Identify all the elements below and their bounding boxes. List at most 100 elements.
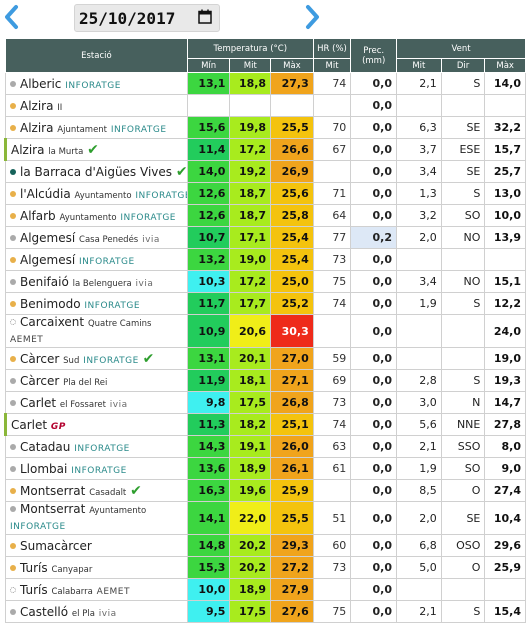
station-status-dot-icon [10, 465, 16, 472]
cell-tmin: 15,6 [186, 116, 231, 139]
station-status-dot-icon [10, 278, 16, 285]
station-row[interactable]: Llombai INFORATGE 13,6 18,9 26,1 61 0,0 1,9 SO 9… [5, 457, 526, 480]
station-location: Quatre Camins [87, 319, 152, 329]
station-row[interactable]: Alzira II 0,0 [5, 94, 526, 117]
cell-prec: 0,0 [350, 138, 398, 161]
calendar-icon[interactable] [198, 9, 212, 24]
cell-prec: 0,0 [350, 160, 398, 183]
station-row[interactable]: Carcaixent Quatre Camins AEMET 10,9 20,6 30… [5, 314, 526, 348]
station-name-cell[interactable]: Alzira Ajuntament INFORATGE [5, 116, 188, 139]
station-row[interactable]: Càrcer Pla del Rei 11,9 18,1 27,1 69 0,0 2,8 S 1… [5, 369, 526, 392]
station-row[interactable]: Alfarb Ayuntamento INFORATGE 12,6 18,7 25,8… [5, 204, 526, 227]
station-name-cell[interactable]: Benimodo INFORATGE [5, 292, 188, 315]
network-logo: ivia [142, 234, 160, 245]
station-name-cell[interactable]: l'Alcúdia Ayuntamento INFORATGE [5, 182, 188, 205]
station-name-cell[interactable]: Alberic INFORATGE [5, 72, 188, 95]
station-name-cell[interactable]: Alzira II [5, 94, 188, 117]
cell-wavg: 2,1 [396, 435, 442, 458]
station-name-cell[interactable]: Castelló el Pla ivia [5, 600, 188, 623]
station-row[interactable]: Carlet el Fossaret ivia 9,8 17,5 26,8 73 0,0 3… [5, 391, 526, 414]
cell-prec: 0,0 [350, 314, 398, 348]
cell-tavg: 18,7 [229, 204, 272, 227]
station-row[interactable]: Carlet GP 11,3 18,2 25,1 74 0,0 5,6 NNE 27,8 [4, 413, 526, 436]
station-row[interactable]: Montserrat Ayuntamento INFORATGE 14,1 22,0… [5, 501, 526, 535]
cell-tavg: 18,8 [229, 72, 272, 95]
station-row[interactable]: Benifaió la Belenguera ivia 10,3 17,2 25,0 7… [5, 270, 526, 293]
cell-wmax: 27,4 [484, 479, 526, 502]
station-row[interactable]: Alzira la Murta ✔ 11,4 17,2 26,6 67 0,0 3,7 ESE… [4, 138, 526, 161]
station-name-cell[interactable]: Turís Canyapar [5, 556, 188, 579]
station-status-dot-icon [10, 608, 16, 615]
station-row[interactable]: la Barraca d'Aigües Vives ✔ 14,0 19,2 26,9 0… [5, 160, 526, 183]
cell-wavg [396, 94, 442, 117]
cell-tavg: 19,6 [229, 479, 272, 502]
station-name: l'Alcúdia [20, 186, 71, 201]
date-input[interactable]: 25/10/2017 [74, 4, 220, 32]
station-row[interactable]: Montserrat Casadalt ✔ 16,3 19,6 25,9 0,0 8,5 O… [5, 479, 526, 502]
station-row[interactable]: l'Alcúdia Ayuntamento INFORATGE 12,6 18,7 2… [5, 182, 526, 205]
station-name-cell[interactable]: Carlet el Fossaret ivia [5, 391, 188, 414]
station-row[interactable]: Catadau INFORATGE 14,3 19,1 26,0 63 0,0 2,1 SSO… [5, 435, 526, 458]
cell-tmax: 27,0 [270, 347, 314, 370]
station-location: Calabarra [51, 586, 93, 597]
cell-wdir: ESE [440, 138, 486, 161]
previous-day-chevron-icon[interactable] [2, 4, 22, 30]
station-name-cell[interactable]: Alzira la Murta ✔ [4, 138, 188, 161]
station-status-dot-icon [10, 300, 16, 307]
station-row[interactable]: Castelló el Pla ivia 9,5 17,5 27,6 75 0,0 2,1 S… [5, 600, 526, 623]
station-row[interactable]: Alzira Ajuntament INFORATGE 15,6 19,8 25,5 7… [5, 116, 526, 139]
station-row[interactable]: Algemesí Casa Penedés ivia 10,7 17,1 25,4 77… [5, 226, 526, 249]
station-name: Alzira [20, 98, 54, 113]
cell-hr [312, 479, 352, 502]
cell-hr [312, 578, 352, 601]
station-row[interactable]: Sumacàrcer 14,8 20,2 29,3 60 0,0 6,8 OSO 29,6 [5, 534, 526, 557]
cell-wdir [440, 347, 486, 370]
station-row[interactable]: Càrcer Sud INFORATGE ✔ 13,1 20,1 27,0 59 0,0 1… [5, 347, 526, 370]
station-name: Turís [20, 582, 48, 597]
cell-wavg: 5,0 [396, 556, 442, 579]
network-logo: INFORATGE [83, 355, 139, 366]
cell-tmin: 14,8 [186, 534, 231, 557]
station-name-cell[interactable]: Sumacàrcer [5, 534, 188, 557]
next-day-chevron-icon[interactable] [302, 4, 322, 30]
station-name-cell[interactable]: Catadau INFORATGE [5, 435, 188, 458]
station-name-cell[interactable]: Algemesí Casa Penedés ivia [5, 226, 188, 249]
station-status-dot-icon [10, 319, 16, 325]
station-name-cell[interactable]: Turís Calabarra AEMET [5, 578, 188, 601]
station-name: Benifaió [20, 274, 69, 289]
station-row[interactable]: Algemesí INFORATGE 13,2 19,0 25,4 73 0,0 [5, 248, 526, 271]
date-value: 25/10/2017 [79, 9, 176, 28]
station-row[interactable]: Benimodo INFORATGE 11,7 17,7 25,2 74 0,0 1,9 S 1… [5, 292, 526, 315]
station-name-cell[interactable]: Carlet GP [4, 413, 188, 436]
station-name-cell[interactable]: Carcaixent Quatre Camins AEMET [5, 314, 188, 348]
cell-hr: 74 [312, 72, 352, 95]
weather-stations-table: Estació Temperatura (°C) HR (%) Prec. (m… [4, 38, 526, 623]
cell-tmax: 25,4 [270, 248, 314, 271]
station-row[interactable]: Turís Calabarra AEMET 10,0 18,9 27,9 0,0 [5, 578, 526, 601]
station-name-cell[interactable]: Càrcer Sud INFORATGE ✔ [5, 347, 188, 370]
station-row[interactable]: Alberic INFORATGE 13,1 18,8 27,3 74 0,0 2,1 S 14… [5, 72, 526, 95]
station-name-cell[interactable]: Llombai INFORATGE [5, 457, 188, 480]
station-name-cell[interactable]: Montserrat Casadalt ✔ [5, 479, 188, 502]
cell-tmin: 11,3 [186, 413, 231, 436]
station-status-dot-icon [10, 102, 16, 109]
station-name-cell[interactable]: Càrcer Pla del Rei [5, 369, 188, 392]
station-location: Sud [63, 355, 80, 366]
station-name-cell[interactable]: la Barraca d'Aigües Vives ✔ [5, 160, 188, 183]
cell-wavg: 2,8 [396, 369, 442, 392]
station-name-cell[interactable]: Alfarb Ayuntamento INFORATGE [5, 204, 188, 227]
station-name-cell[interactable]: Benifaió la Belenguera ivia [5, 270, 188, 293]
cell-tmin: 14,0 [186, 160, 231, 183]
station-status-dot-icon [10, 564, 16, 571]
cell-tmin: 9,5 [186, 600, 231, 623]
station-name-cell[interactable]: Montserrat Ayuntamento INFORATGE [5, 501, 188, 535]
station-location: Pla del Rei [63, 377, 108, 388]
station-name-cell[interactable]: Algemesí INFORATGE [5, 248, 188, 271]
station-row[interactable]: Turís Canyapar 15,3 20,2 27,2 73 0,0 5,0 O 25,9 [5, 556, 526, 579]
cell-tmax: 25,8 [270, 204, 314, 227]
station-name: Càrcer [20, 351, 60, 366]
cell-wavg: 6,3 [396, 116, 442, 139]
header-temp-avg: Mit [229, 58, 272, 73]
network-logo: ivia [98, 608, 117, 619]
cell-hr: 74 [312, 413, 352, 436]
